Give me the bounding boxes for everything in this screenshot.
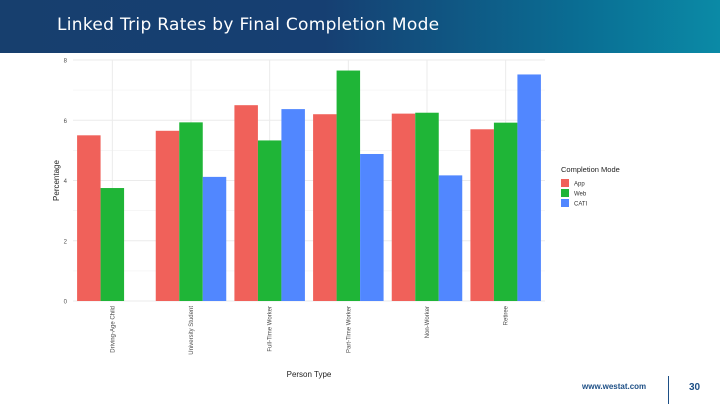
legend-label: CATI	[574, 202, 588, 208]
legend-label: Web	[574, 192, 587, 198]
bar-app	[470, 129, 494, 301]
bar-web	[257, 140, 282, 301]
x-axis-title: Person Type	[287, 370, 332, 379]
bar-cati	[517, 74, 541, 302]
legend-key-web	[561, 189, 569, 197]
bar-cati	[438, 175, 463, 301]
bar-web	[100, 188, 125, 301]
legend-title: Completion Mode	[561, 165, 620, 174]
bar-cati	[360, 153, 384, 301]
bar-app	[313, 114, 337, 301]
x-tick-label: Full-Time Worker	[268, 306, 274, 352]
x-tick-label: Retiree	[504, 305, 510, 325]
bar-web	[336, 70, 361, 301]
footer-divider	[668, 376, 669, 404]
y-tick-label: 4	[64, 179, 68, 185]
y-tick-label: 2	[64, 239, 68, 245]
brand-url: www.westat.com	[582, 382, 647, 391]
legend-key-app	[561, 179, 569, 187]
bar-app	[391, 113, 416, 301]
bar-web	[179, 122, 203, 301]
bar-app	[77, 135, 101, 301]
legend-label: App	[574, 182, 585, 188]
x-tick-label: Driving-Age Child	[110, 306, 116, 353]
bar-cati	[281, 109, 305, 301]
x-tick-label: Part-Time Worker	[346, 306, 352, 353]
page-number: 30	[689, 382, 701, 393]
slide-title: Linked Trip Rates by Final Completion Mo…	[57, 15, 440, 35]
legend-key-cati	[561, 199, 569, 207]
bar-web	[415, 112, 439, 301]
x-tick-label: Non-Worker	[425, 306, 431, 338]
y-axis-title: Percentage	[52, 159, 61, 200]
bar-app	[234, 105, 258, 301]
y-tick-label: 8	[64, 59, 68, 65]
bar-app	[155, 130, 180, 301]
bar-cati	[202, 176, 227, 301]
y-tick-label: 0	[64, 300, 68, 306]
x-tick-label: University Student	[189, 306, 195, 355]
bar-web	[493, 122, 518, 301]
y-tick-label: 6	[64, 119, 68, 125]
title-bar	[0, 0, 720, 53]
